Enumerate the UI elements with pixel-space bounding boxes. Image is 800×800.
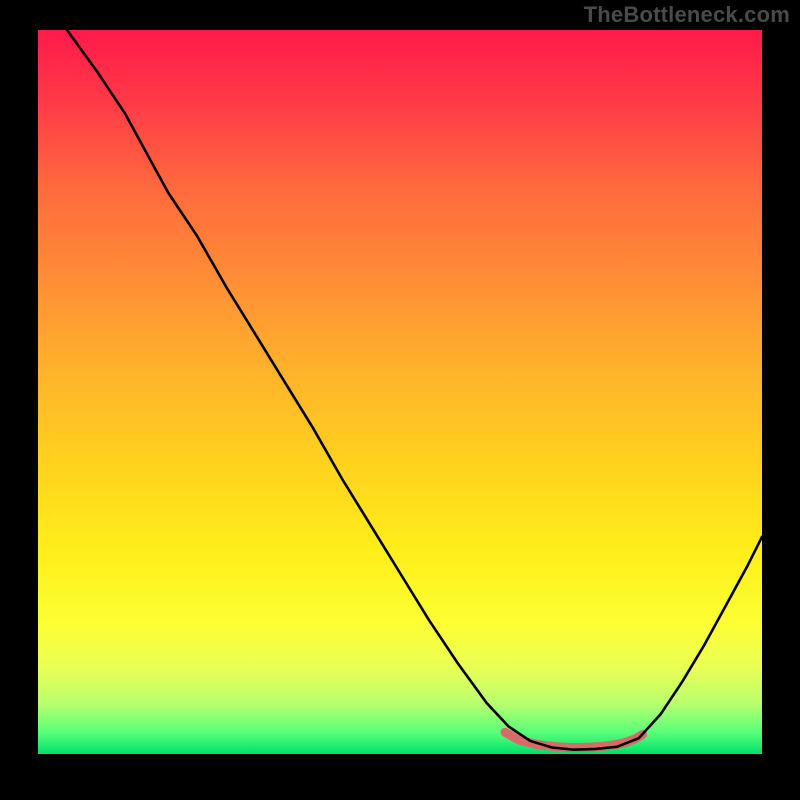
chart-frame: TheBottleneck.com	[0, 0, 800, 800]
curve-layer	[38, 30, 762, 754]
plot-area	[38, 30, 762, 754]
watermark-text: TheBottleneck.com	[584, 2, 790, 28]
bottleneck-curve	[67, 30, 762, 750]
